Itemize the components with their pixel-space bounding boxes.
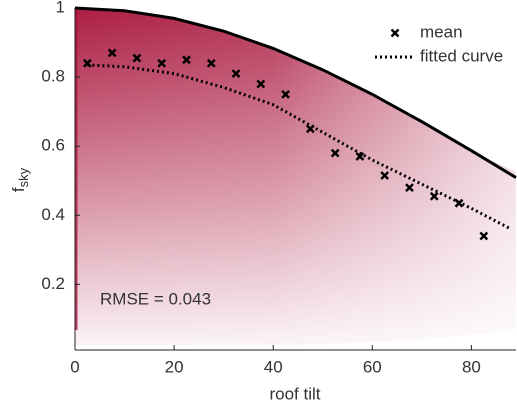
- mean-marker: [429, 191, 439, 201]
- x-tick-label: 0: [70, 357, 79, 376]
- mean-marker: [107, 48, 117, 58]
- y-axis-label-main: f: [9, 187, 28, 192]
- annotation: RMSE = 0.043: [100, 289, 211, 308]
- mean-marker: [182, 55, 191, 65]
- y-axis-label-sub: sky: [16, 167, 31, 187]
- mean-marker: [281, 89, 290, 99]
- mean-marker: [330, 148, 340, 158]
- y-axis-label: fsky: [9, 167, 31, 192]
- point-cloud-fade: [75, 8, 516, 345]
- mean-marker: [157, 58, 167, 68]
- mean-marker: [83, 58, 92, 68]
- mean-marker: [479, 231, 489, 241]
- legend-label: fitted curve: [420, 46, 503, 65]
- x-tick-label: 40: [264, 357, 283, 376]
- mean-marker: [355, 152, 365, 161]
- x-tick-label: 60: [363, 357, 382, 376]
- mean-marker: [206, 58, 216, 68]
- upper-bound-curve: [74, 6, 517, 179]
- legend-label: mean: [420, 22, 463, 41]
- y-tick-label: 0.8: [41, 67, 65, 86]
- mean-marker: [256, 79, 266, 89]
- legend-marker: [390, 28, 400, 38]
- mean-marker: [231, 69, 241, 79]
- x-tick-label: 20: [165, 357, 184, 376]
- mean-marker: [132, 53, 142, 63]
- y-tick-label: 0.6: [41, 136, 65, 155]
- mean-marker: [380, 171, 390, 180]
- x-tick-label: 80: [462, 357, 481, 376]
- y-tick-label: 1: [56, 0, 65, 16]
- y-axis-label-group: fsky: [9, 167, 31, 192]
- y-tick-label: 0.4: [41, 205, 65, 224]
- mean-marker: [405, 183, 414, 193]
- y-tick-label: 0.2: [41, 274, 65, 293]
- x-axis-label: roof tilt: [269, 384, 320, 403]
